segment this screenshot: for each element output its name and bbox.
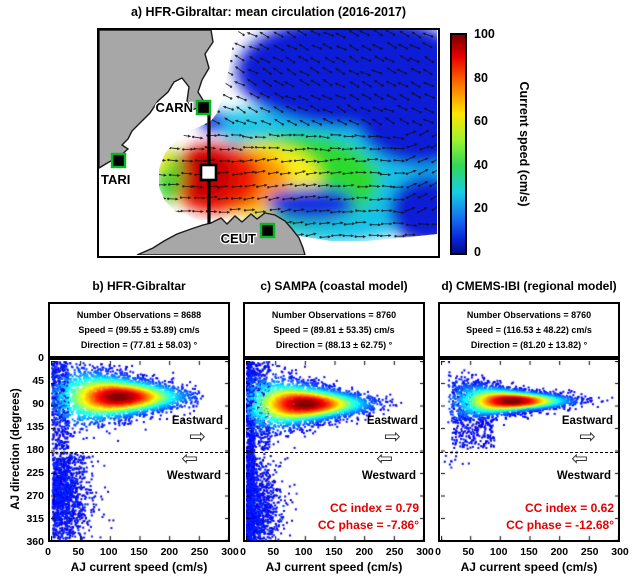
cc-stats: CC index = 0.79 CC phase = -7.86° <box>318 500 419 534</box>
stat-direction: Direction = (81.20 ± 13.82) ° <box>470 339 588 350</box>
eastward-label: Eastward <box>366 415 418 427</box>
colorbar-tick-20: 20 <box>474 201 488 216</box>
y-tick-90: 90 <box>32 398 44 410</box>
colorbar-tick-80: 80 <box>474 70 488 85</box>
x-tick-100: 100 <box>99 546 118 558</box>
panel-b-stats-box: Number Observations = 8688 Speed = (99.5… <box>48 302 230 358</box>
stat-observations: Number Observations = 8760 <box>466 309 592 320</box>
cc-stats: CC index = 0.62 CC phase = -12.68° <box>506 500 614 534</box>
transect-point-marker[interactable] <box>199 163 218 182</box>
direction-divider-180 <box>440 452 618 453</box>
x-tick-200: 200 <box>550 546 569 558</box>
x-tick-200: 200 <box>160 546 179 558</box>
x-tick-150: 150 <box>130 546 148 558</box>
panel-c-stats-box: Number Observations = 8760 Speed = (89.8… <box>243 302 425 358</box>
x-tick-50: 50 <box>462 546 475 558</box>
stat-speed: Speed = (116.53 ± 48.22) cm/s <box>466 324 592 335</box>
eastward-arrow-icon: ⇨ <box>384 426 401 448</box>
panel-b-title: b) HFR-Gibraltar <box>92 279 186 293</box>
station-marker-tari[interactable] <box>110 152 127 169</box>
x-tick-300: 300 <box>416 546 434 558</box>
station-marker-carn[interactable] <box>195 99 212 116</box>
x-tick-250: 250 <box>580 546 599 558</box>
y-tick-360: 360 <box>26 536 44 548</box>
y-tick-180: 180 <box>26 444 44 456</box>
x-tick-300: 300 <box>221 546 239 558</box>
colorbar-label: Current speed (cm/s) <box>517 81 531 207</box>
x-tick-0: 0 <box>240 546 246 558</box>
x-tick-50: 50 <box>267 546 280 558</box>
x-tick-150: 150 <box>520 546 538 558</box>
westward-arrow-icon: ⇦ <box>181 448 198 470</box>
x-tick-0: 0 <box>435 546 441 558</box>
westward-label: Westward <box>556 470 611 482</box>
eastward-arrow-icon: ⇨ <box>579 426 596 448</box>
panel-d-x-axis-label: AJ current speed (cm/s) <box>460 560 598 574</box>
panel-c-title: c) SAMPA (coastal model) <box>260 279 408 293</box>
panel-c-plot: Eastward ⇨ ⇦ Westward CC index = 0.79 CC… <box>243 358 425 542</box>
panel-d-scatter <box>441 361 619 541</box>
colorbar-tick-60: 60 <box>474 114 488 129</box>
station-marker-ceut[interactable] <box>259 222 276 239</box>
stat-direction: Direction = (77.81 ± 58.03) ° <box>80 339 198 350</box>
y-tick-225: 225 <box>26 467 44 479</box>
cc-phase: CC phase = -12.68° <box>506 518 614 532</box>
panel-b-scatter <box>51 361 229 541</box>
station-label-ceut: CEUT <box>221 231 256 246</box>
y-tick-0: 0 <box>38 352 44 364</box>
westward-arrow-icon: ⇦ <box>571 448 588 470</box>
x-tick-50: 50 <box>72 546 85 558</box>
cc-index: CC index = 0.62 <box>524 501 614 515</box>
x-tick-300: 300 <box>611 546 629 558</box>
x-tick-250: 250 <box>190 546 209 558</box>
panel-b-x-axis-label: AJ current speed (cm/s) <box>70 560 208 574</box>
cc-phase: CC phase = -7.86° <box>317 518 419 532</box>
circulation-map: CARN TARI CEUT <box>97 28 440 258</box>
x-tick-150: 150 <box>325 546 343 558</box>
panel-d-title: d) CMEMS-IBI (regional model) <box>441 279 617 293</box>
colorbar-tick-40: 40 <box>474 157 488 172</box>
station-label-tari: TARI <box>101 172 130 187</box>
y-tick-270: 270 <box>26 490 44 502</box>
westward-label: Westward <box>361 470 416 482</box>
westward-arrow-icon: ⇦ <box>376 448 393 470</box>
cc-index: CC index = 0.79 <box>329 501 419 515</box>
panel-c-scatter <box>246 361 424 541</box>
x-tick-100: 100 <box>294 546 313 558</box>
eastward-label: Eastward <box>561 415 613 427</box>
eastward-arrow-icon: ⇨ <box>189 426 206 448</box>
colorbar-tick-100: 100 <box>474 27 495 41</box>
stat-speed: Speed = (89.81 ± 53.35) cm/s <box>273 324 395 335</box>
land-spain <box>99 30 214 169</box>
y-tick-45: 45 <box>32 375 44 387</box>
x-tick-200: 200 <box>355 546 374 558</box>
panel-d-plot: Eastward ⇨ ⇦ Westward CC index = 0.62 CC… <box>438 358 620 542</box>
panel-b-plot: Eastward ⇨ ⇦ Westward <box>48 358 230 542</box>
colorbar-tick-0: 0 <box>474 245 481 259</box>
direction-divider-180 <box>245 452 423 453</box>
stat-observations: Number Observations = 8688 <box>76 309 202 320</box>
stat-direction: Direction = (88.13 ± 62.75) ° <box>275 339 393 350</box>
stat-speed: Speed = (99.55 ± 53.89) cm/s <box>78 324 200 335</box>
x-tick-100: 100 <box>489 546 508 558</box>
stat-observations: Number Observations = 8760 <box>271 309 397 320</box>
y-tick-315: 315 <box>26 513 44 525</box>
direction-divider-180 <box>50 452 228 453</box>
colorbar <box>450 33 467 255</box>
westward-label: Westward <box>166 470 221 482</box>
map-graphic: CARN TARI CEUT <box>99 30 437 255</box>
eastward-label: Eastward <box>171 415 223 427</box>
x-tick-250: 250 <box>385 546 404 558</box>
y-tick-135: 135 <box>26 421 44 433</box>
x-tick-0: 0 <box>45 546 51 558</box>
panel-c-x-axis-label: AJ current speed (cm/s) <box>265 560 403 574</box>
panel-a-title: a) HFR-Gibraltar: mean circulation (2016… <box>130 5 407 19</box>
station-label-carn: CARN <box>155 100 193 115</box>
panel-d-stats-box: Number Observations = 8760 Speed = (116.… <box>438 302 620 358</box>
